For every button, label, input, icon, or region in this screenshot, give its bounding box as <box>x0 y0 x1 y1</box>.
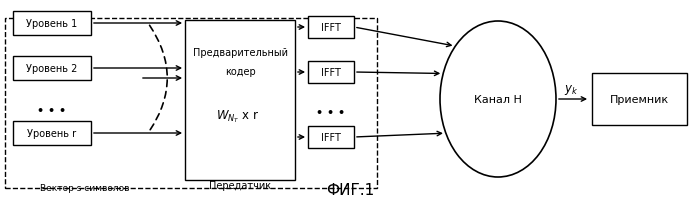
Bar <box>5 19 377 188</box>
Text: • • •: • • • <box>37 105 66 115</box>
Bar <box>308 126 354 148</box>
Text: Приемник: Приемник <box>610 95 669 104</box>
Bar <box>308 17 354 39</box>
Bar <box>308 62 354 84</box>
Text: • • •: • • • <box>316 107 346 117</box>
Text: IFFT: IFFT <box>321 68 341 78</box>
Text: Уровень r: Уровень r <box>27 128 76 138</box>
Bar <box>13 12 91 36</box>
Text: Уровень 1: Уровень 1 <box>27 19 78 29</box>
Text: Передатчик: Передатчик <box>209 180 271 190</box>
Ellipse shape <box>440 22 556 177</box>
Text: Вектор s символов: Вектор s символов <box>41 183 130 192</box>
Text: Уровень 2: Уровень 2 <box>27 64 78 74</box>
Text: Канал Н: Канал Н <box>474 95 522 104</box>
Text: ФИГ.1: ФИГ.1 <box>326 182 374 197</box>
Bar <box>13 121 91 145</box>
Bar <box>592 74 687 125</box>
Text: $y_k$: $y_k$ <box>564 83 578 97</box>
Text: IFFT: IFFT <box>321 132 341 142</box>
Text: IFFT: IFFT <box>321 23 341 33</box>
Text: $W_{N_T}$ x r: $W_{N_T}$ x r <box>216 108 260 125</box>
Bar <box>13 57 91 81</box>
Text: Предварительный: Предварительный <box>193 48 288 58</box>
Text: кодер: кодер <box>225 67 256 77</box>
Bar <box>185 21 295 180</box>
